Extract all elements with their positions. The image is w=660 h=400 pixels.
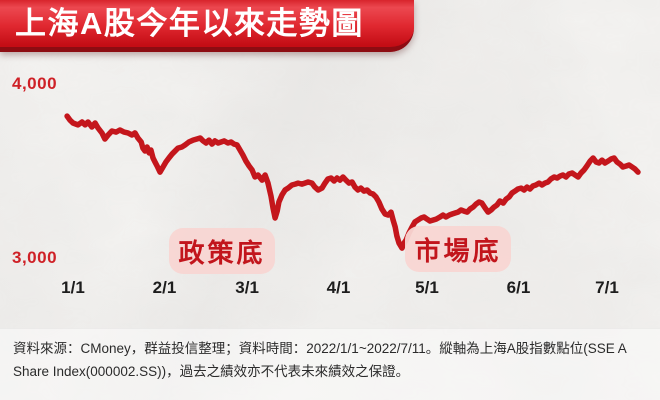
- annotation-market-bottom: 市場底: [405, 226, 511, 272]
- annotation-policy-bottom: 政策底: [169, 228, 275, 274]
- x-axis-tick-6-1: 6/1: [506, 278, 531, 297]
- source-disclaimer-text: 資料來源：CMoney，群益投信整理；資料時間：2022/1/1~2022/7/…: [13, 341, 627, 380]
- page-title: 上海A股今年以來走勢圖: [15, 6, 364, 41]
- annotation-policy-bottom-label: 政策底: [178, 238, 266, 269]
- x-axis-tick-2-1: 2/1: [152, 278, 177, 297]
- x-axis-tick-7-1: 7/1: [595, 278, 619, 297]
- y-axis-tick-3000: 3,000: [12, 248, 58, 267]
- y-axis-tick-4000: 4,000: [12, 74, 58, 93]
- x-axis-tick-3-1: 3/1: [235, 278, 259, 297]
- x-axis-tick-4-1: 4/1: [326, 278, 351, 297]
- source-disclaimer: 資料來源：CMoney，群益投信整理；資料時間：2022/1/1~2022/7/…: [0, 328, 660, 400]
- x-axis-tick-5-1: 5/1: [415, 278, 439, 297]
- x-axis-tick-1-1: 1/1: [61, 278, 85, 297]
- title-banner: 上海A股今年以來走勢圖: [0, 0, 414, 52]
- index-line-series: [64, 113, 641, 251]
- annotation-market-bottom-label: 市場底: [414, 236, 502, 267]
